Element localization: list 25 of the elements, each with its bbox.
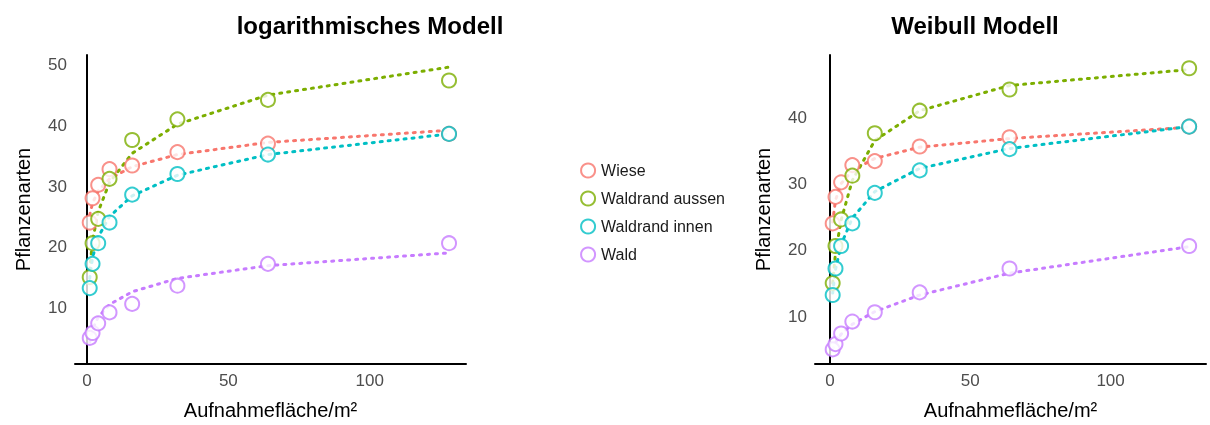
y-tick-label: 10 (788, 306, 807, 326)
chart-title: logarithmisches Modell (236, 11, 504, 39)
x-tick-label: 100 (355, 371, 384, 390)
y-axis-title: Pflanzenarten (12, 147, 34, 272)
y-tick-label: 30 (788, 174, 807, 194)
x-tick-label: 0 (82, 371, 92, 390)
y-tick-label: 20 (788, 240, 807, 260)
y-tick-label: 40 (788, 107, 807, 127)
legend-label: Waldrand aussen (601, 190, 725, 207)
y-tick-label: 30 (48, 176, 67, 196)
x-axis-title: Aufnahmefläche/m² (183, 399, 358, 421)
y-tick-label: 20 (48, 237, 67, 257)
y-tick-label: 50 (48, 55, 67, 75)
y-tick-label: 10 (48, 298, 67, 318)
legend-label: Wiese (601, 162, 646, 179)
x-tick-label: 0 (825, 371, 835, 390)
legend-label: Waldrand innen (601, 218, 713, 235)
legend-label: Wald (601, 246, 637, 263)
y-axis-title: Pflanzenarten (752, 147, 774, 272)
x-tick-label: 50 (960, 371, 980, 390)
y-tick-label: 40 (48, 115, 67, 135)
chart-title: Weibull Modell (891, 11, 1059, 39)
x-tick-label: 100 (1096, 371, 1125, 390)
x-axis-title: Aufnahmefläche/m² (923, 399, 1098, 421)
x-tick-label: 50 (218, 371, 238, 390)
